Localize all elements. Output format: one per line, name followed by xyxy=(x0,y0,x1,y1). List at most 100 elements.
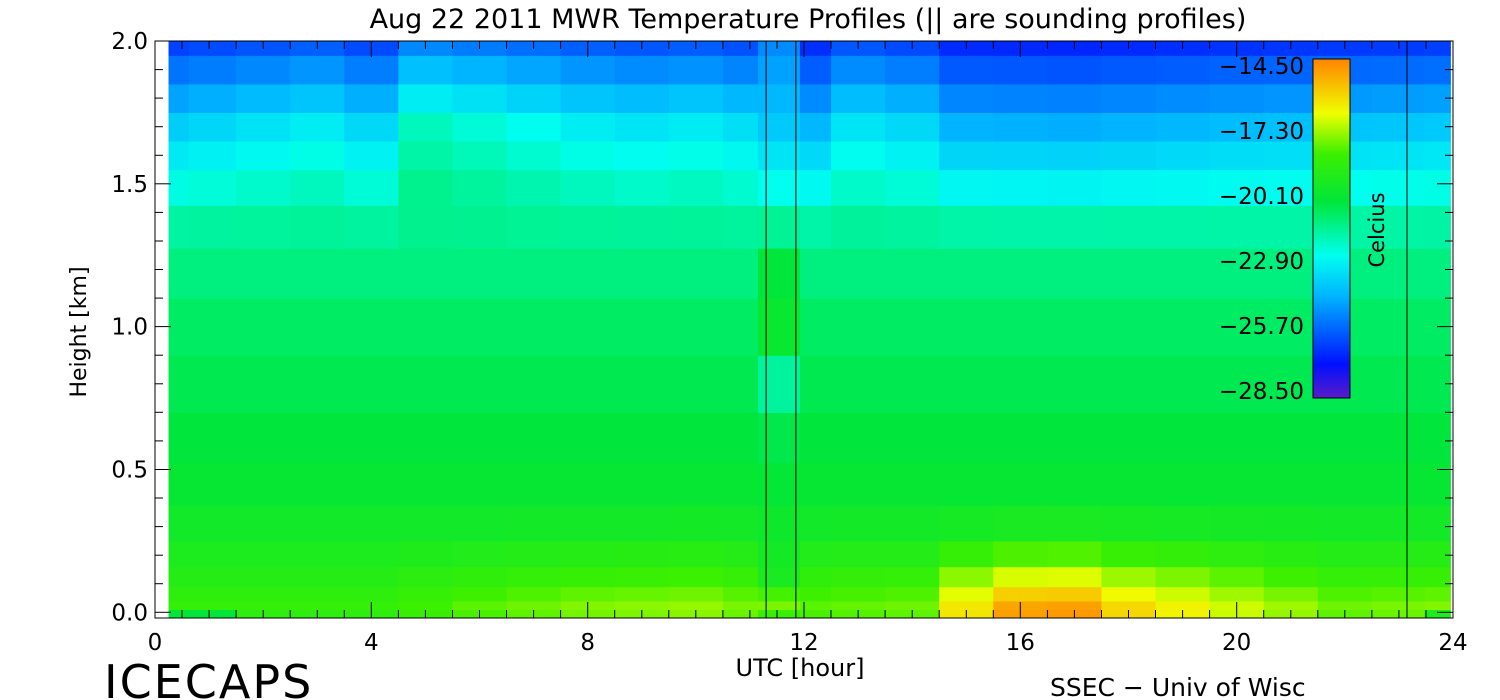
heatmap-cell xyxy=(398,169,454,206)
heatmap-cell xyxy=(398,462,454,506)
heatmap-cell xyxy=(758,169,782,206)
heatmap-cell xyxy=(1424,600,1451,611)
heatmap-cell xyxy=(1155,205,1211,249)
heatmap-cell xyxy=(1424,586,1451,602)
heatmap-cell xyxy=(614,112,670,142)
heatmap-cell xyxy=(1047,112,1103,142)
heatmap-cell xyxy=(781,83,801,114)
heatmap-cell xyxy=(168,412,190,463)
heatmap-cell xyxy=(781,566,801,588)
heatmap-cell xyxy=(781,248,801,299)
heatmap-cell xyxy=(758,41,782,56)
heatmap-cell xyxy=(188,586,237,602)
heatmap-cell xyxy=(236,205,291,249)
heatmap-cell xyxy=(885,540,940,568)
heatmap-cell xyxy=(885,586,940,602)
heatmap-cell xyxy=(993,298,1048,356)
heatmap-cell xyxy=(799,609,832,618)
heatmap-cell xyxy=(668,566,724,588)
heatmap-cell xyxy=(722,566,759,588)
heatmap-cell xyxy=(831,566,886,588)
heatmap-cell xyxy=(188,248,237,299)
heatmap-cell xyxy=(236,140,291,171)
heatmap-cell xyxy=(452,462,508,506)
heatmap-cell xyxy=(781,600,801,611)
heatmap-cell xyxy=(1155,566,1211,588)
heatmap-cell xyxy=(758,412,782,463)
heatmap-cell xyxy=(398,566,454,588)
heatmap-cell xyxy=(188,462,237,506)
heatmap-cell xyxy=(1101,169,1157,206)
heatmap-cell xyxy=(1155,505,1211,542)
heatmap-cell xyxy=(758,566,782,588)
heatmap-cell xyxy=(799,298,832,356)
heatmap-cell xyxy=(722,248,759,299)
heatmap-cell xyxy=(560,112,616,142)
heatmap-cell xyxy=(885,600,940,611)
heatmap-cell xyxy=(560,355,616,413)
heatmap-cell xyxy=(1209,55,1265,85)
heatmap-cell xyxy=(1424,609,1451,618)
heatmap-cell xyxy=(1101,205,1157,249)
heatmap-cell xyxy=(668,55,724,85)
heatmap-cell xyxy=(398,205,454,249)
heatmap-cell xyxy=(781,205,801,249)
chart-title: Aug 22 2011 MWR Temperature Profiles (||… xyxy=(370,4,1247,35)
heatmap-cell xyxy=(1424,169,1451,206)
heatmap-cell xyxy=(236,600,291,611)
heatmap-cell xyxy=(1371,248,1426,299)
heatmap-cell xyxy=(722,55,759,85)
heatmap-cell xyxy=(506,83,562,114)
heatmap-cell xyxy=(668,248,724,299)
heatmap-cell xyxy=(168,566,190,588)
heatmap-cell xyxy=(758,540,782,568)
heatmap-cell xyxy=(993,205,1048,249)
heatmap-cell xyxy=(1047,169,1103,206)
heatmap-cell xyxy=(1101,462,1157,506)
heatmap-cell xyxy=(398,412,454,463)
y-tick-label: 1.5 xyxy=(111,172,148,198)
heatmap-cell xyxy=(290,412,345,463)
heatmap-cell xyxy=(1263,412,1319,463)
heatmap-cell xyxy=(1047,505,1103,542)
x-tick-label: 16 xyxy=(1006,630,1035,656)
heatmap-cell xyxy=(993,462,1048,506)
heatmap-cell xyxy=(885,169,940,206)
heatmap-cell xyxy=(344,112,399,142)
heatmap-cell xyxy=(1047,412,1103,463)
heatmap-cell xyxy=(452,169,508,206)
heatmap-cell xyxy=(506,248,562,299)
heatmap-cell xyxy=(831,412,886,463)
heatmap-cell xyxy=(506,298,562,356)
heatmap-cell xyxy=(885,298,940,356)
heatmap-cell xyxy=(398,140,454,171)
heatmap-cell xyxy=(1263,355,1319,413)
heatmap-cell xyxy=(668,462,724,506)
heatmap-cell xyxy=(831,298,886,356)
heatmap-cell xyxy=(188,609,237,618)
heatmap-cell xyxy=(799,112,832,142)
heatmap-cell xyxy=(290,566,345,588)
heatmap-cell xyxy=(452,140,508,171)
heatmap-cell xyxy=(722,355,759,413)
heatmap-cell xyxy=(1047,600,1103,611)
heatmap-cell xyxy=(344,586,399,602)
heatmap-cell xyxy=(506,505,562,542)
heatmap-cell xyxy=(1424,205,1451,249)
heatmap-cell xyxy=(560,169,616,206)
colorbar-tick-label: −20.10 xyxy=(1219,184,1304,210)
heatmap-cell xyxy=(1317,505,1373,542)
heatmap-cell xyxy=(885,412,940,463)
heatmap-cell xyxy=(506,169,562,206)
colorbar-tick-label: −25.70 xyxy=(1219,314,1304,340)
heatmap-cell xyxy=(560,566,616,588)
heatmap-cell xyxy=(1371,83,1426,114)
heatmap-cell xyxy=(1371,140,1426,171)
x-axis-label: UTC [hour] xyxy=(736,654,865,682)
heatmap-cell xyxy=(168,462,190,506)
heatmap-cell xyxy=(1424,41,1451,56)
heatmap-cell xyxy=(452,205,508,249)
heatmap-cell xyxy=(188,412,237,463)
heatmap-cell xyxy=(1047,140,1103,171)
heatmap-cell xyxy=(993,540,1048,568)
